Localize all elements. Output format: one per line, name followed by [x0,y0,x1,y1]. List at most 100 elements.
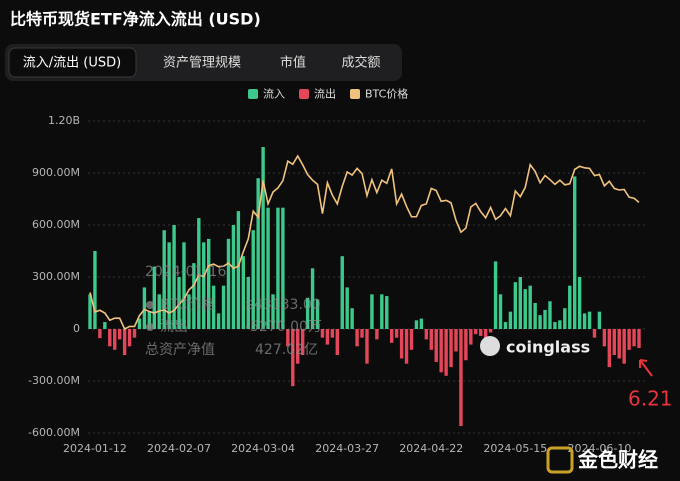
bar [449,329,453,368]
bar [127,329,132,347]
bar [335,329,339,355]
bar [454,329,458,352]
bar [296,329,300,364]
bar [627,329,631,350]
bar [434,329,438,362]
bar [132,329,137,338]
y-tick-label: 0 [73,322,80,335]
x-tick-label: 2024-05-15 [483,442,547,455]
bar [202,242,206,329]
bar [142,287,147,329]
tooltip-label: BTC价格 [160,297,215,313]
bar [617,329,621,359]
tooltip-label: 总资产净值 [145,342,215,358]
bar [459,329,463,427]
bar [117,329,122,340]
tab[interactable]: 成交额 [341,55,380,71]
bar [375,329,379,340]
bar [632,329,636,347]
bar [404,329,409,364]
legend-label: 流出 [314,87,336,101]
tooltip-value: -5270.00万 [245,319,322,335]
bar [548,301,552,329]
bar [622,329,626,364]
bar [305,297,310,329]
tab-active[interactable] [8,47,137,78]
bar [147,311,152,329]
footer-logo: 金色财经 [577,448,658,472]
bar [464,329,468,361]
bar [207,238,211,329]
plot: -600.00M -300.00M 0 300.00M 600.00M 900.00M 1.… [28,87,645,455]
price-line [89,154,640,331]
bar [103,322,107,329]
tab[interactable]: 资产管理规模 [163,56,241,71]
bar [340,256,344,329]
bar [261,147,265,329]
bar [300,329,305,355]
bar [192,263,196,329]
bar [553,322,557,329]
bar [108,329,112,347]
bar [167,242,171,329]
bar [211,285,216,329]
bar [325,329,330,345]
tab[interactable]: 流入/流出 (USD) [23,56,121,71]
tab[interactable]: 市值 [280,55,306,71]
bar [98,329,102,339]
y-tick-label: 1.20B [48,114,80,127]
bar [592,329,597,338]
y-tick-label: -600.00M [28,426,80,439]
bar [137,318,142,329]
tooltip-value: 427.02亿 [255,342,318,358]
bar [429,329,433,350]
bar [488,329,493,333]
x-tick-label: 2024-02-07 [147,442,211,455]
bar [508,311,513,329]
y-tick-label: -300.00M [28,374,80,387]
watermark: coinglass [506,338,590,357]
bar [390,329,394,343]
x-tick-label: 2024-04-22 [399,442,463,455]
bar [315,299,320,329]
bar [231,225,236,329]
bar [286,329,290,347]
bar [365,329,369,364]
bar [409,329,414,350]
bar [350,308,354,329]
bar [216,313,221,329]
bar [187,294,191,329]
bar [612,329,616,355]
bar [310,268,315,329]
bar [360,329,364,338]
bar [533,303,537,329]
bar [424,329,429,340]
bar [543,309,547,329]
bar [577,277,582,329]
bar [493,261,498,329]
bar [399,329,404,359]
bar [226,238,231,329]
bar [320,329,325,338]
legend-label: 流入 [263,87,285,101]
watermark-icon [480,336,500,356]
bar [563,308,567,329]
bar [291,329,295,387]
bar [345,287,349,329]
x-tick-label: 2024-03-04 [231,442,295,455]
bar [568,285,572,329]
bar [276,207,280,329]
bar [414,320,419,329]
tooltip: 2024-01-16 BTC价格 $43133.00 流出 -5270.00万 … [145,264,322,358]
bar [439,329,443,373]
bar [266,207,270,329]
bar [444,329,448,376]
bar [607,329,612,368]
x-tick-label: 2024-01-12 [63,442,127,455]
bar [573,176,577,329]
bar [236,211,241,329]
x-tick-label: 2024-03-27 [315,442,379,455]
bar [513,282,518,329]
tooltip-label: 流出 [160,319,188,335]
